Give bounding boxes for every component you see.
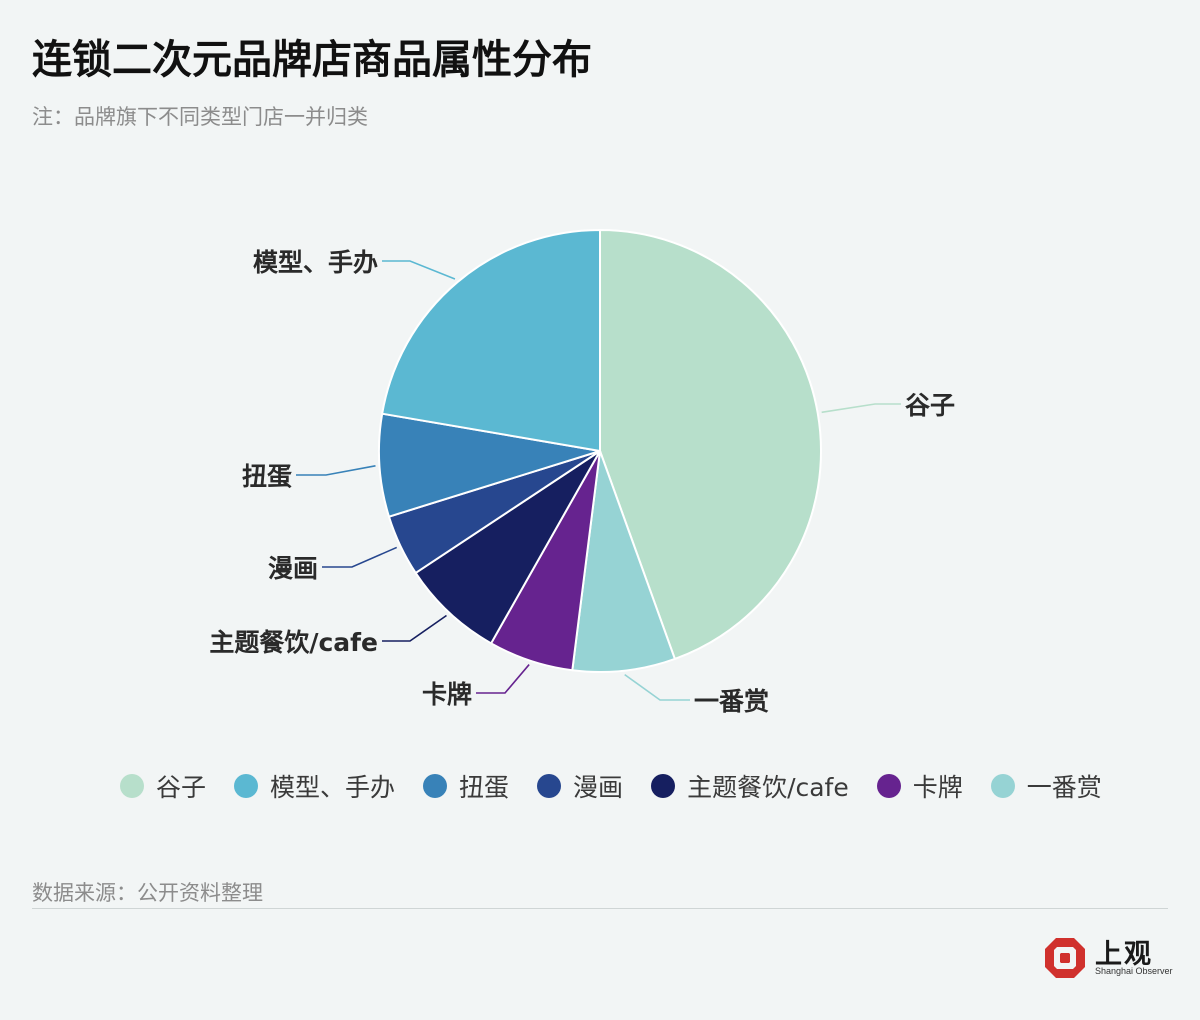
legend-swatch-4 — [651, 774, 676, 798]
legend-item-0: 谷子 — [120, 768, 206, 804]
legend-label-5: 卡牌 — [912, 773, 963, 802]
slice-label-5: 扭蛋 — [242, 462, 292, 491]
logo-english-text: Shanghai Observer — [1095, 966, 1173, 976]
leader-line-5 — [296, 465, 376, 476]
chart-legend: 谷子 模型、手办 扭蛋 漫画 主题餐饮/cafe 卡牌 一番赏 — [120, 768, 1120, 804]
legend-label-1: 模型、手办 — [270, 773, 396, 802]
leader-line-2 — [476, 664, 530, 694]
pie-slice-5 — [378, 412, 601, 518]
legend-item-4: 主题餐饮/cafe — [651, 768, 849, 804]
slice-label-3: 主题餐饮/cafe — [209, 628, 378, 657]
legend-swatch-5 — [876, 774, 901, 798]
slice-label-6: 模型、手办 — [253, 248, 378, 277]
legend-swatch-2 — [423, 774, 448, 798]
legend-label-6: 一番赏 — [1026, 773, 1102, 802]
data-source: 数据来源：公开资料整理 — [32, 881, 263, 905]
slice-label-2: 卡牌 — [422, 680, 472, 709]
slice-label-4: 漫画 — [268, 554, 318, 583]
legend-swatch-1 — [234, 774, 259, 798]
legend-swatch-6 — [990, 774, 1015, 798]
legend-label-3: 漫画 — [573, 773, 624, 802]
leader-line-4 — [322, 546, 398, 568]
leader-line-1 — [624, 673, 690, 701]
pie-slice-1 — [571, 450, 676, 673]
logo-mark-icon — [1045, 938, 1085, 978]
pie-slice-3 — [414, 450, 601, 645]
legend-label-0: 谷子 — [156, 773, 207, 802]
legend-swatch-3 — [537, 774, 562, 798]
legend-label-2: 扭蛋 — [459, 773, 510, 802]
chart-subtitle: 注：品牌旗下不同类型门店一并归类 — [32, 105, 368, 129]
slice-label-1: 一番赏 — [694, 687, 769, 716]
chart-title: 连锁二次元品牌店商品属性分布 — [32, 37, 592, 83]
legend-label-4: 主题餐饮/cafe — [687, 773, 849, 802]
footer-divider — [32, 908, 1168, 909]
legend-item-1: 模型、手办 — [234, 768, 395, 804]
pie-slice-6 — [381, 229, 601, 452]
legend-item-6: 一番赏 — [990, 768, 1102, 804]
legend-item-5: 卡牌 — [876, 768, 963, 804]
leader-line-6 — [382, 260, 456, 280]
legend-swatch-0 — [120, 774, 144, 798]
shanghai-observer-logo: 上观 Shanghai Observer — [1043, 934, 1173, 984]
legend-item-3: 漫画 — [537, 768, 623, 804]
slice-label-0: 谷子 — [905, 391, 955, 420]
leader-line-3 — [382, 614, 447, 642]
logo-chinese-text: 上观 — [1095, 939, 1153, 970]
legend-item-2: 扭蛋 — [423, 768, 509, 804]
leader-line-0 — [821, 403, 901, 414]
pie-slice-0 — [599, 229, 822, 660]
